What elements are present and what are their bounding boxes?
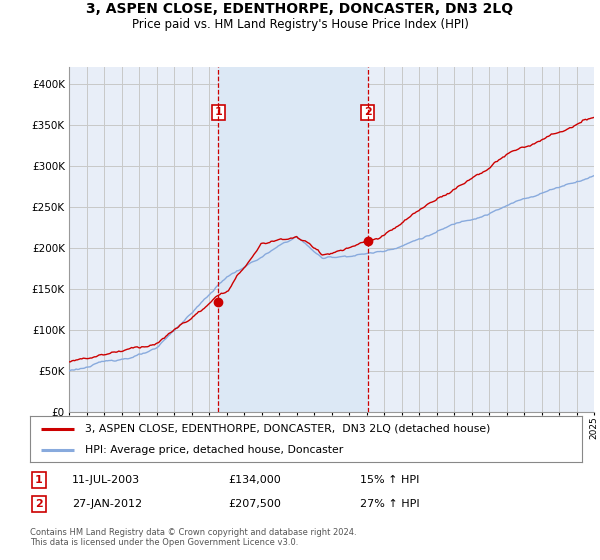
- Text: HPI: Average price, detached house, Doncaster: HPI: Average price, detached house, Donc…: [85, 445, 343, 455]
- Text: 2: 2: [35, 499, 43, 509]
- Text: 3, ASPEN CLOSE, EDENTHORPE, DONCASTER, DN3 2LQ: 3, ASPEN CLOSE, EDENTHORPE, DONCASTER, D…: [86, 2, 514, 16]
- Text: Contains HM Land Registry data © Crown copyright and database right 2024.
This d: Contains HM Land Registry data © Crown c…: [30, 528, 356, 547]
- Text: 27% ↑ HPI: 27% ↑ HPI: [360, 499, 419, 509]
- Text: 3, ASPEN CLOSE, EDENTHORPE, DONCASTER,  DN3 2LQ (detached house): 3, ASPEN CLOSE, EDENTHORPE, DONCASTER, D…: [85, 424, 491, 434]
- Text: 27-JAN-2012: 27-JAN-2012: [72, 499, 142, 509]
- Text: £207,500: £207,500: [228, 499, 281, 509]
- Text: 15% ↑ HPI: 15% ↑ HPI: [360, 475, 419, 485]
- Text: 11-JUL-2003: 11-JUL-2003: [72, 475, 140, 485]
- Text: 2: 2: [364, 108, 371, 117]
- Text: £134,000: £134,000: [228, 475, 281, 485]
- Text: Price paid vs. HM Land Registry's House Price Index (HPI): Price paid vs. HM Land Registry's House …: [131, 18, 469, 31]
- Text: 1: 1: [35, 475, 43, 485]
- Text: 1: 1: [214, 108, 222, 117]
- Bar: [218, 67, 368, 412]
